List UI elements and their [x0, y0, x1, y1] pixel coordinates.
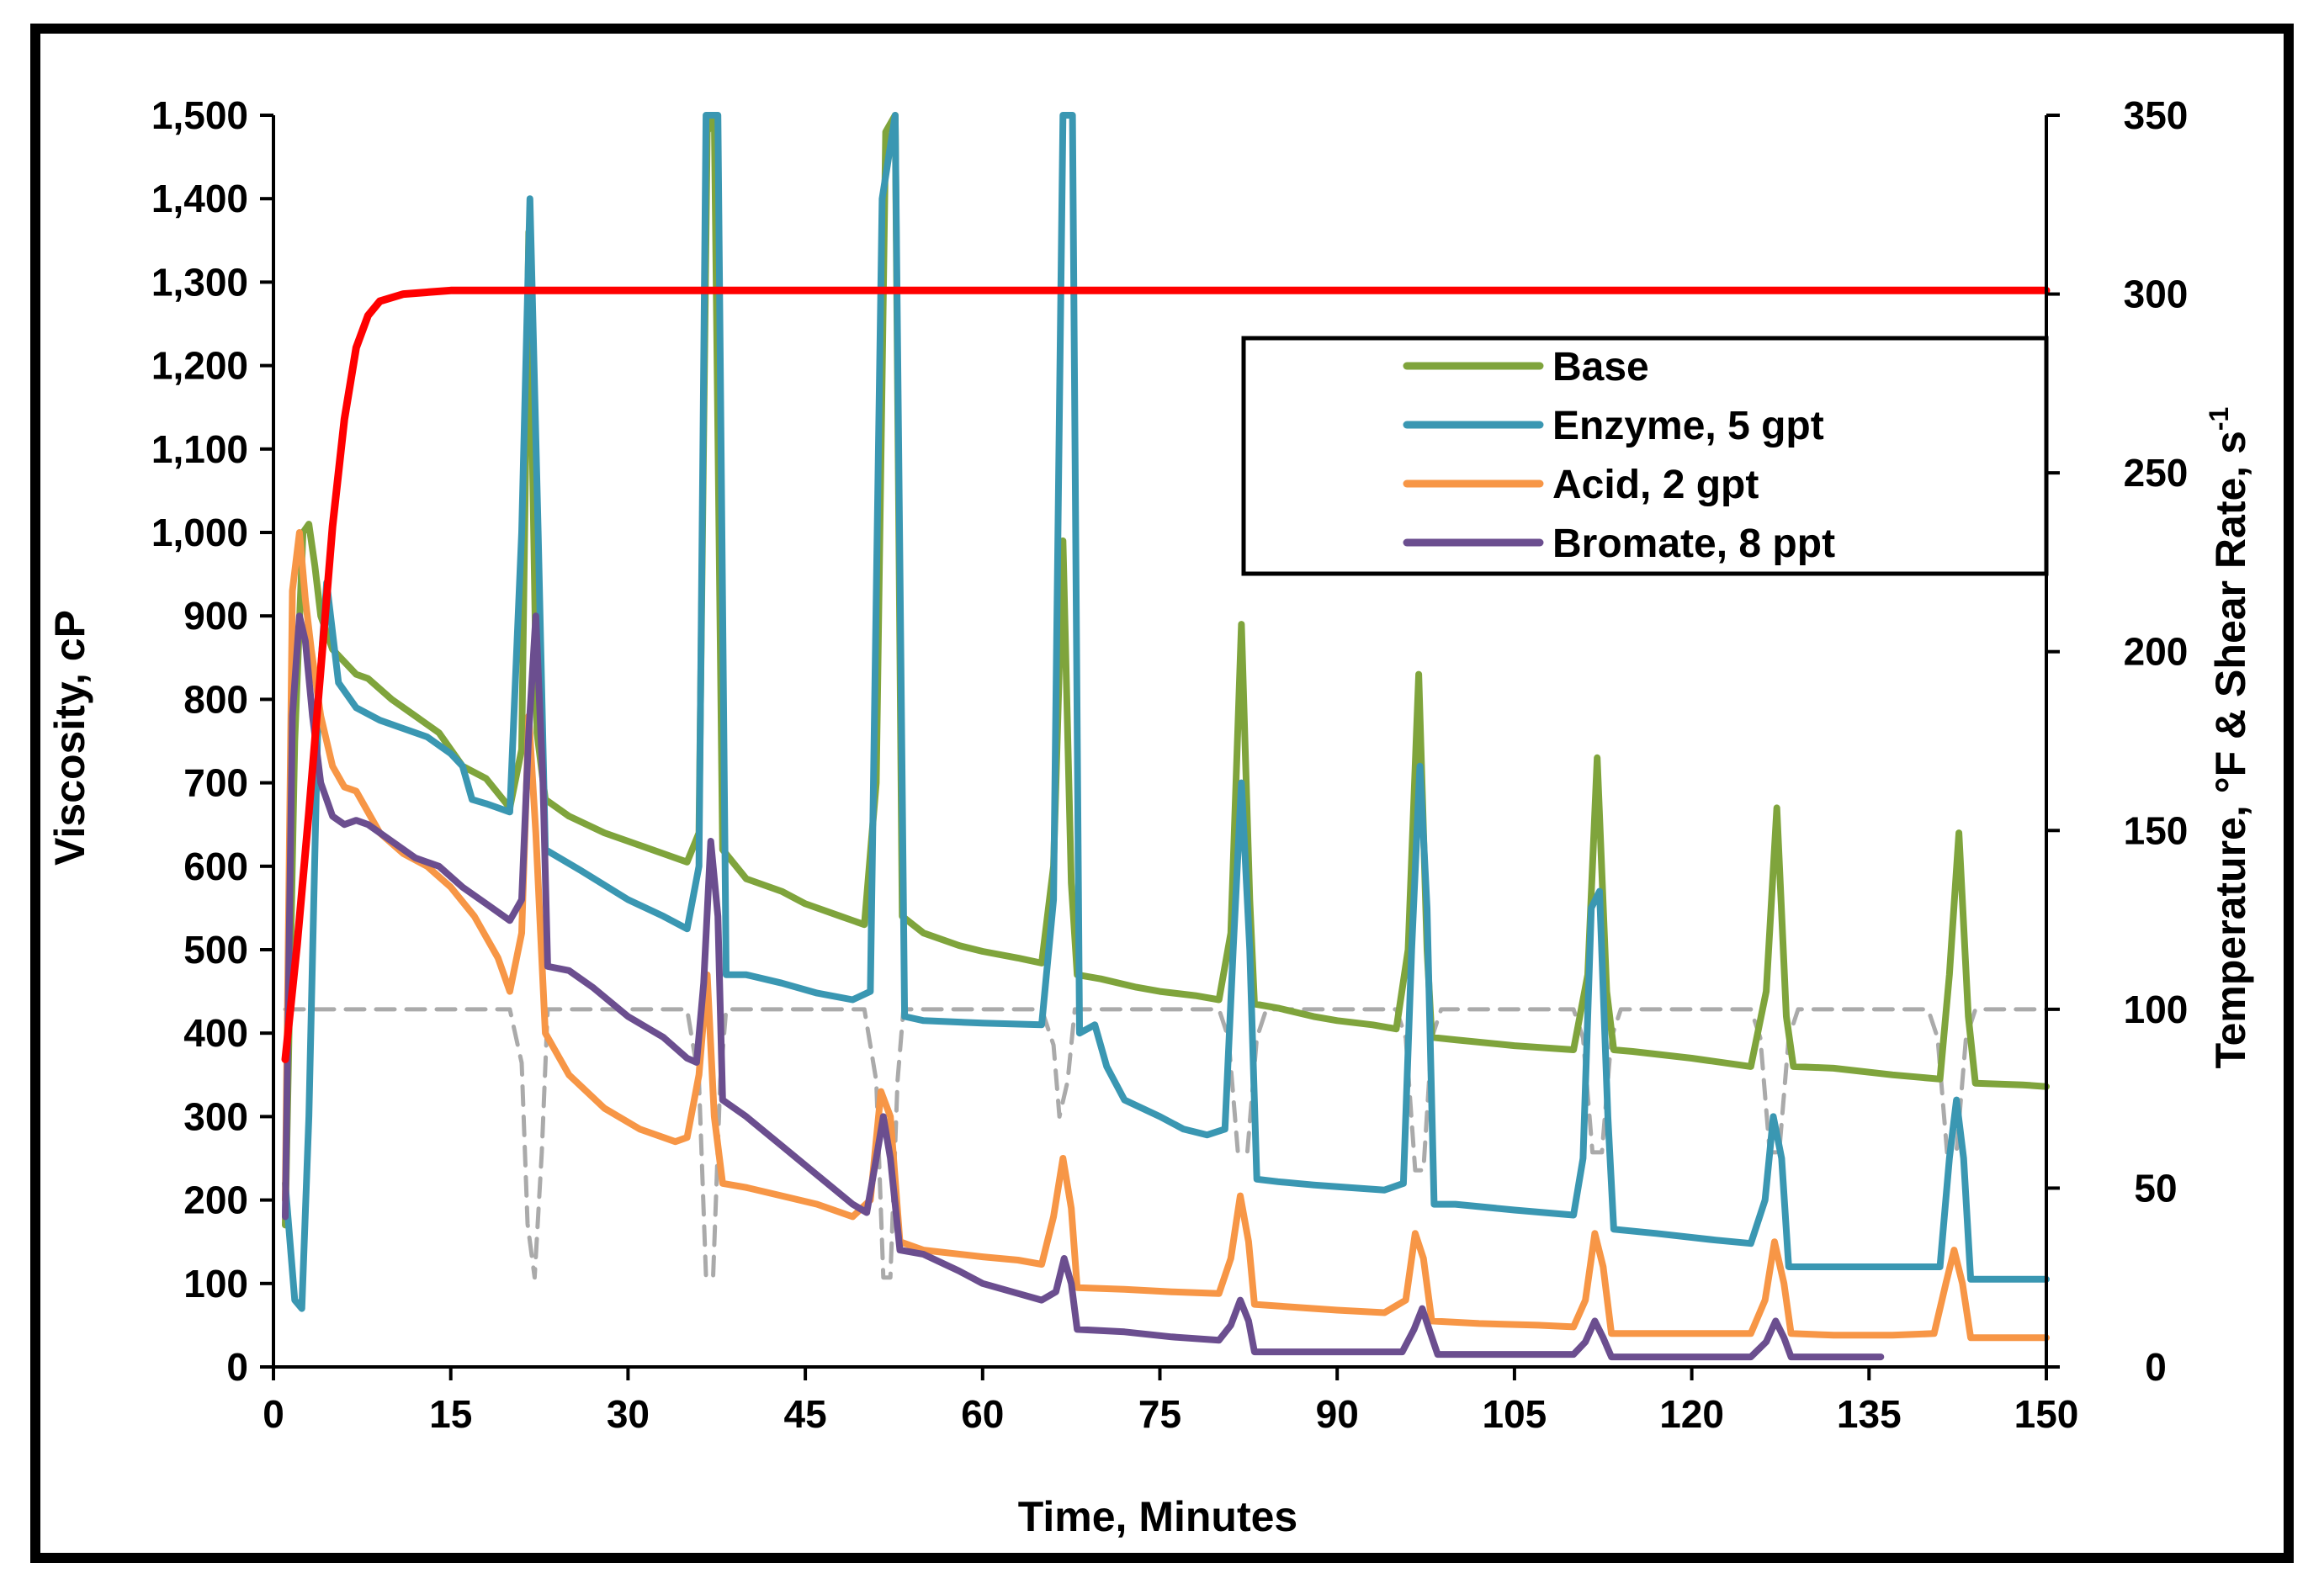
y2-axis-title: Temperature, °F & Shear Rate, s-1 [2204, 407, 2254, 1069]
y2-axis-title-main: Temperature, °F & Shear Rate, s [2207, 431, 2254, 1068]
y-tick-label: 1,200 [151, 344, 248, 388]
series-line-acid [282, 529, 2050, 1342]
legend-label-base: Base [1552, 345, 1649, 389]
y-tick-label: 200 [183, 1179, 248, 1222]
y2-tick-label: 200 [2124, 630, 2189, 674]
legend: Base Enzyme, 5 gpt Acid, 2 gpt Bromate, 8 p… [1241, 336, 2049, 576]
legend-label-enzyme: Enzyme, 5 gpt [1552, 404, 1824, 448]
x-tick-label: 0 [263, 1392, 284, 1436]
y-axis-title: Viscosity, cP [46, 610, 93, 866]
y2-tick-label: 0 [2145, 1345, 2167, 1389]
y2-tick-label: 150 [2124, 808, 2189, 852]
y-tick-label: 300 [183, 1094, 248, 1138]
y-tick-label: 900 [183, 594, 248, 638]
y-tick-label: 1,400 [151, 177, 248, 220]
x-tick-label: 60 [961, 1392, 1004, 1436]
legend-box [1241, 336, 2049, 576]
x-axis-title: Time, Minutes [1018, 1493, 1297, 1540]
y2-tick-label: 300 [2124, 273, 2189, 316]
y2-tick-label: 100 [2124, 988, 2189, 1031]
series-line-bromate [282, 612, 1885, 1361]
y-tick-label: 1,000 [151, 511, 248, 554]
y-tick-label: 400 [183, 1011, 248, 1055]
series-line-shear [283, 1007, 2049, 1280]
series-line-temperature [281, 286, 2051, 1063]
x-tick-label: 30 [607, 1392, 650, 1436]
x-tick-label: 120 [1659, 1392, 1724, 1436]
y-tick-label: 500 [183, 928, 248, 972]
x-tick-label: 135 [1837, 1392, 1902, 1436]
legend-label-acid: Acid, 2 gpt [1552, 463, 1759, 507]
y-tick-label: 100 [183, 1262, 248, 1306]
y-tick-label: 0 [226, 1345, 248, 1389]
y-tick-label: 800 [183, 677, 248, 721]
y2-axis-title-superscript: -1 [2204, 407, 2234, 431]
x-tick-label: 45 [784, 1392, 827, 1436]
x-tick-label: 15 [429, 1392, 472, 1436]
x-tick-label: 90 [1316, 1392, 1359, 1436]
y-tick-label: 1,500 [151, 93, 248, 137]
y-tick-label: 600 [183, 845, 248, 888]
y-tick-label: 700 [183, 761, 248, 805]
legend-label-bromate: Bromate, 8 ppt [1552, 522, 1835, 566]
x-tick-label: 105 [1483, 1392, 1547, 1436]
plot-area [273, 115, 2046, 1367]
x-tick-label: 150 [2014, 1392, 2079, 1436]
y-tick-label: 1,100 [151, 427, 248, 471]
x-tick-label: 75 [1138, 1392, 1181, 1436]
y2-tick-label: 350 [2124, 93, 2189, 137]
series-layer [281, 112, 2051, 1361]
series-line-enzyme [282, 112, 2050, 1312]
y2-tick-label: 50 [2134, 1166, 2177, 1210]
y-tick-label: 1,300 [151, 260, 248, 304]
plot-background [273, 115, 2046, 1367]
y2-tick-label: 250 [2124, 451, 2189, 495]
axes-layer: 0 15 30 45 60 75 90 105 120 135 150 0 100 200 300 400 50… [151, 93, 2189, 1436]
